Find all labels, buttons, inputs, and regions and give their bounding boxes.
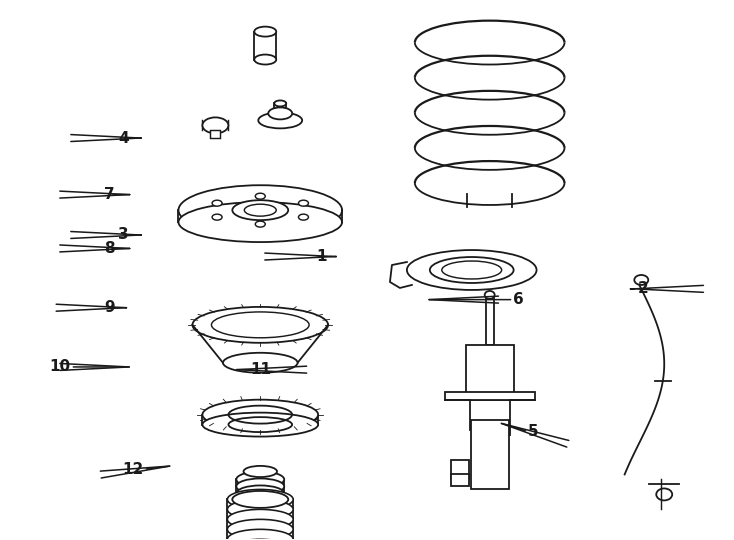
Text: 4: 4 xyxy=(118,131,129,146)
Text: 6: 6 xyxy=(513,292,524,307)
Bar xyxy=(211,130,220,138)
Ellipse shape xyxy=(228,489,293,509)
Ellipse shape xyxy=(634,275,648,285)
Bar xyxy=(451,475,469,487)
Text: 5: 5 xyxy=(528,424,539,439)
Bar xyxy=(275,104,286,113)
Bar xyxy=(486,295,494,345)
Ellipse shape xyxy=(212,214,222,220)
Bar xyxy=(470,420,509,489)
Ellipse shape xyxy=(192,307,328,343)
Ellipse shape xyxy=(258,112,302,129)
Ellipse shape xyxy=(236,500,284,515)
Text: 12: 12 xyxy=(123,462,144,477)
Ellipse shape xyxy=(203,413,318,436)
Bar xyxy=(254,32,276,59)
Ellipse shape xyxy=(236,485,284,502)
Bar xyxy=(466,345,514,400)
Text: 11: 11 xyxy=(250,362,271,377)
Ellipse shape xyxy=(228,519,293,539)
Ellipse shape xyxy=(212,200,222,206)
Bar xyxy=(451,460,469,480)
Text: 9: 9 xyxy=(103,300,115,315)
Ellipse shape xyxy=(255,221,265,227)
Ellipse shape xyxy=(228,500,293,519)
Ellipse shape xyxy=(268,107,292,119)
Ellipse shape xyxy=(254,26,276,37)
Polygon shape xyxy=(509,400,534,435)
Ellipse shape xyxy=(236,492,284,508)
Polygon shape xyxy=(445,400,470,430)
Ellipse shape xyxy=(484,291,495,299)
Ellipse shape xyxy=(228,529,293,540)
Ellipse shape xyxy=(228,539,293,540)
Ellipse shape xyxy=(236,478,284,495)
Text: 2: 2 xyxy=(638,281,649,296)
Ellipse shape xyxy=(299,214,308,220)
Ellipse shape xyxy=(228,509,293,529)
Ellipse shape xyxy=(232,491,288,508)
Text: 10: 10 xyxy=(49,360,70,374)
Ellipse shape xyxy=(236,471,284,488)
Ellipse shape xyxy=(244,466,277,477)
Ellipse shape xyxy=(656,489,672,501)
Text: 1: 1 xyxy=(316,249,327,264)
Ellipse shape xyxy=(203,400,318,430)
Ellipse shape xyxy=(275,100,286,106)
Text: 3: 3 xyxy=(118,227,129,242)
Text: 7: 7 xyxy=(103,187,115,202)
Ellipse shape xyxy=(223,353,297,373)
Ellipse shape xyxy=(407,250,537,290)
Ellipse shape xyxy=(255,193,265,199)
Text: 8: 8 xyxy=(103,241,115,256)
Ellipse shape xyxy=(178,185,342,235)
Bar xyxy=(445,392,534,400)
Ellipse shape xyxy=(178,202,342,242)
Ellipse shape xyxy=(233,200,288,220)
Ellipse shape xyxy=(203,117,228,133)
Ellipse shape xyxy=(299,200,308,206)
Ellipse shape xyxy=(254,55,276,64)
